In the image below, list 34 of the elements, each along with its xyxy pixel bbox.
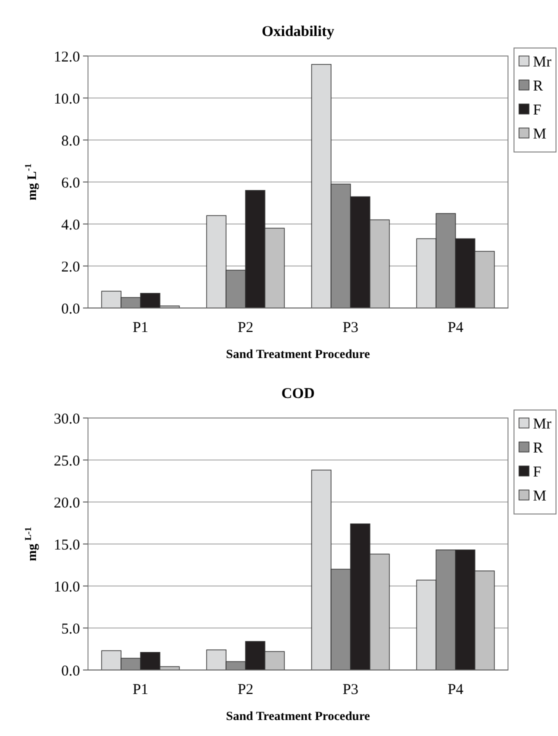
x-axis-title: Sand Treatment Procedure [226,709,370,723]
x-axis-title: Sand Treatment Procedure [226,347,370,361]
x-tick-label: P2 [238,682,254,698]
x-tick-label: P1 [132,320,148,336]
legend-label: F [533,464,542,480]
x-tick-label: P2 [238,320,254,336]
y-tick-label: 20.0 [54,495,80,512]
y-tick-label: 12.0 [54,49,80,66]
chart-title: COD [281,386,315,402]
y-tick-label: 10.0 [54,579,80,596]
y-tick-label: 0.0 [61,663,80,680]
legend-label: R [533,78,544,94]
y-tick-label: 8.0 [61,133,80,150]
legend-label: R [533,440,544,456]
x-tick-label: P4 [448,682,464,698]
chart-title: Oxidability [262,24,335,40]
legend-label: M [533,488,546,504]
x-tick-label: P3 [342,320,358,336]
legend-label: Mr [533,54,552,70]
legend-label: F [533,102,542,118]
x-tick-label: P3 [342,682,358,698]
y-tick-label: 2.0 [61,259,80,276]
y-tick-label: 25.0 [54,453,80,470]
y-tick-label: 4.0 [61,217,80,234]
legend-label: Mr [533,416,552,432]
x-tick-label: P1 [132,682,148,698]
y-tick-label: 5.0 [61,621,80,638]
legend-label: M [533,126,546,142]
y-tick-label: 15.0 [54,537,80,554]
y-tick-label: 0.0 [61,301,80,318]
y-tick-label: 6.0 [61,175,80,192]
y-tick-label: 10.0 [54,91,80,108]
y-tick-label: 30.0 [54,411,80,428]
x-tick-label: P4 [448,320,464,336]
